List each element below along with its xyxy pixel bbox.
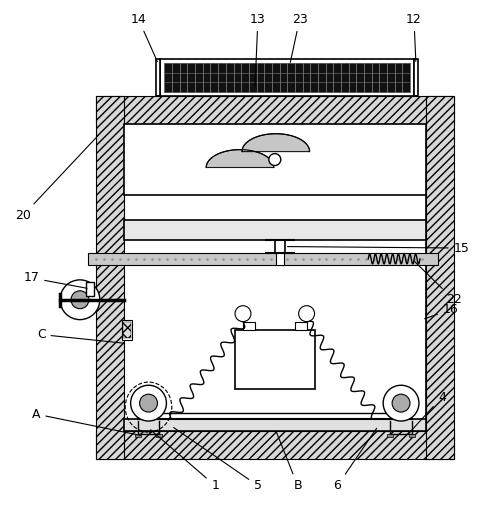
Bar xyxy=(243,321,255,330)
Circle shape xyxy=(269,154,281,166)
Bar xyxy=(156,433,162,436)
Bar xyxy=(124,124,426,195)
Bar xyxy=(294,321,306,330)
Text: 23: 23 xyxy=(290,13,307,62)
Bar xyxy=(161,59,414,96)
Text: A: A xyxy=(32,408,141,435)
Bar xyxy=(135,433,141,436)
Text: 6: 6 xyxy=(334,428,377,492)
Ellipse shape xyxy=(392,394,410,412)
Text: 12: 12 xyxy=(406,13,422,61)
Circle shape xyxy=(71,291,89,309)
Bar xyxy=(156,59,161,96)
Ellipse shape xyxy=(383,385,419,421)
Bar xyxy=(409,433,415,436)
Text: 20: 20 xyxy=(15,136,98,222)
Bar xyxy=(124,124,426,431)
Bar xyxy=(124,220,426,240)
Text: 16: 16 xyxy=(424,303,458,319)
Circle shape xyxy=(299,306,315,321)
Ellipse shape xyxy=(140,394,157,412)
Bar xyxy=(414,59,418,96)
Bar xyxy=(122,319,131,339)
Bar xyxy=(276,253,284,265)
Bar xyxy=(164,63,410,92)
Bar xyxy=(387,433,393,436)
Text: B: B xyxy=(276,431,302,492)
Text: 13: 13 xyxy=(250,13,266,87)
Bar xyxy=(88,253,438,265)
Bar xyxy=(96,431,454,459)
Text: 15: 15 xyxy=(287,242,470,254)
Bar xyxy=(235,330,315,389)
Bar xyxy=(275,240,285,253)
Circle shape xyxy=(60,280,100,319)
Bar xyxy=(426,96,454,459)
Bar xyxy=(123,321,130,338)
Bar xyxy=(86,282,94,296)
Polygon shape xyxy=(242,134,310,152)
Ellipse shape xyxy=(130,385,166,421)
Text: 1: 1 xyxy=(151,430,219,492)
Text: C: C xyxy=(37,328,124,343)
Polygon shape xyxy=(206,150,274,168)
Bar xyxy=(124,419,426,431)
Circle shape xyxy=(235,306,251,321)
Bar xyxy=(96,96,124,459)
Text: 14: 14 xyxy=(130,13,157,62)
Text: 4: 4 xyxy=(408,391,446,434)
Text: 17: 17 xyxy=(23,271,87,288)
Bar xyxy=(96,96,454,124)
Text: 5: 5 xyxy=(174,428,262,492)
Text: 22: 22 xyxy=(414,261,462,306)
